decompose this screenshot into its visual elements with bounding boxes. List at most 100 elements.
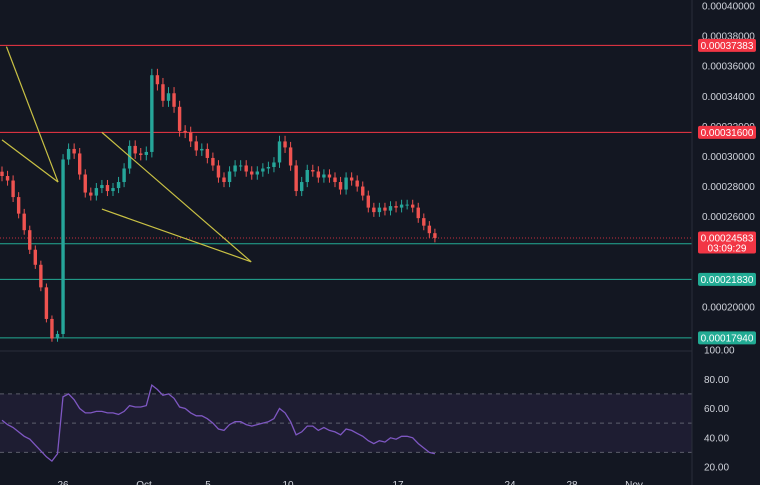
price-tick-label: 0.00028000 bbox=[702, 182, 755, 193]
candle-body bbox=[255, 171, 259, 175]
price-tags: 0.000373830.000316000.000241940.00021830… bbox=[698, 38, 756, 345]
candle-body bbox=[28, 230, 32, 250]
candle-body bbox=[405, 204, 409, 206]
candle-body bbox=[61, 159, 65, 334]
candle-body bbox=[5, 176, 10, 181]
candle-body bbox=[349, 177, 354, 181]
price-tick-label: 0.00040000 bbox=[702, 2, 755, 13]
candle-body bbox=[316, 171, 321, 178]
candle-body bbox=[172, 93, 176, 107]
candle-body bbox=[238, 165, 243, 167]
candle-body bbox=[133, 145, 137, 154]
candle-body bbox=[22, 213, 26, 231]
candle-body bbox=[83, 174, 87, 193]
candle-body bbox=[0, 171, 4, 177]
candle-body bbox=[216, 165, 221, 178]
price-tag-bg bbox=[698, 331, 756, 345]
candle-body bbox=[394, 206, 398, 208]
candle-body bbox=[361, 186, 365, 196]
candle-body bbox=[155, 75, 160, 85]
candle-body bbox=[16, 197, 21, 214]
candle-body bbox=[416, 207, 420, 219]
rsi-tick-label: 40.00 bbox=[704, 433, 729, 444]
candle-body bbox=[161, 84, 165, 101]
candle-body bbox=[11, 180, 15, 198]
candle-body bbox=[272, 162, 276, 167]
candle-body bbox=[433, 233, 437, 238]
candle-body bbox=[266, 166, 271, 169]
candle-body bbox=[344, 177, 348, 190]
candle-body bbox=[66, 148, 71, 160]
candle-body bbox=[411, 204, 415, 208]
trendline bbox=[101, 131, 252, 263]
candle-body bbox=[55, 333, 60, 339]
candle-body bbox=[261, 168, 265, 172]
trendlines bbox=[1, 46, 252, 263]
rsi-band bbox=[0, 393, 692, 453]
price-tag-label: 0.00024583 bbox=[701, 233, 754, 244]
candle-body bbox=[183, 130, 187, 133]
candle-body bbox=[366, 195, 370, 208]
candle-body bbox=[355, 180, 359, 187]
trendline bbox=[1, 139, 59, 183]
price-tag-bg bbox=[698, 38, 756, 52]
time-tick-label: 10 bbox=[282, 480, 294, 485]
price-tag-label: 0.00017940 bbox=[701, 333, 754, 344]
price-tick-label: 0.00026000 bbox=[702, 212, 755, 223]
candle-body bbox=[399, 204, 404, 208]
candle-body bbox=[377, 207, 382, 213]
time-tick-label: 28 bbox=[566, 480, 578, 485]
candle-body bbox=[427, 225, 432, 234]
candle-body bbox=[139, 153, 143, 155]
candle-body bbox=[383, 207, 387, 211]
candle-body bbox=[283, 141, 287, 148]
price-tag-bg bbox=[698, 231, 756, 254]
candle-body bbox=[50, 318, 54, 339]
candle-body bbox=[78, 153, 82, 175]
candle-body bbox=[388, 206, 393, 211]
candle-body bbox=[189, 132, 193, 142]
candle-body bbox=[39, 264, 43, 288]
price-tag-label: 0.00021830 bbox=[701, 275, 754, 286]
price-tag-label: 0.00037383 bbox=[701, 41, 754, 52]
time-tick-label: Oct bbox=[136, 480, 152, 485]
candle-body bbox=[277, 141, 282, 163]
candle-body bbox=[211, 157, 215, 166]
price-tag-bg bbox=[698, 272, 756, 286]
candle-body bbox=[205, 148, 210, 158]
candle-body bbox=[294, 165, 298, 192]
candle-body bbox=[227, 171, 232, 183]
candle-body bbox=[422, 218, 426, 226]
candle-body bbox=[322, 174, 326, 178]
candle-body bbox=[222, 177, 226, 183]
candle-body bbox=[372, 207, 376, 213]
candle-body bbox=[250, 171, 254, 175]
rsi-tick-label: 80.00 bbox=[704, 375, 729, 386]
candle-body bbox=[72, 148, 76, 154]
candle-body bbox=[111, 188, 115, 192]
candle-body bbox=[244, 165, 248, 172]
price-tick-label: 0.00034000 bbox=[702, 92, 755, 103]
candle-body bbox=[305, 169, 309, 183]
time-tick-label: Nov bbox=[625, 480, 643, 485]
price-tick-label: 0.00036000 bbox=[702, 62, 755, 73]
time-tick-label: 24 bbox=[504, 480, 516, 485]
trendline bbox=[101, 208, 252, 263]
price-tick-label: 0.00038000 bbox=[702, 32, 755, 43]
price-tick-label: 0.00020000 bbox=[702, 302, 755, 313]
price-tick-label: 0.00030000 bbox=[702, 152, 755, 163]
candle-body bbox=[233, 165, 237, 172]
rsi-series bbox=[1, 383, 436, 463]
candle-body bbox=[94, 188, 99, 196]
horizontal-levels bbox=[0, 44, 692, 339]
price-tag-bg bbox=[698, 125, 756, 139]
price-tag-label: 0.00031600 bbox=[701, 128, 754, 139]
candle-body bbox=[44, 287, 49, 319]
candle-body bbox=[300, 182, 304, 192]
candle-body bbox=[122, 168, 126, 183]
candle-body bbox=[166, 93, 171, 101]
time-tick-label: 5 bbox=[205, 480, 211, 485]
rsi-line bbox=[1, 383, 436, 463]
